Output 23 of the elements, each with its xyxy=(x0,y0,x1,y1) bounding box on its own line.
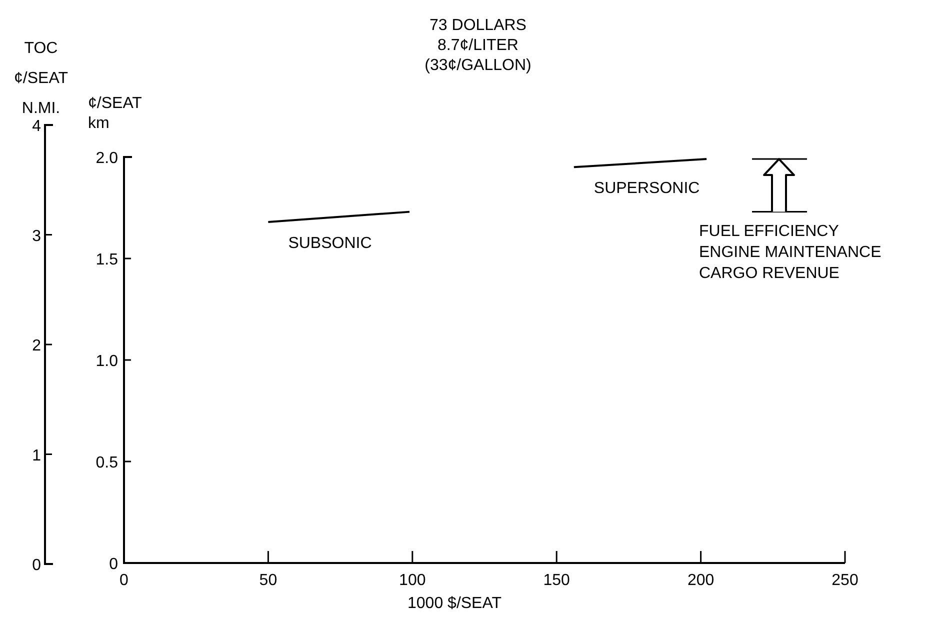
y-tick-label: 2.0 xyxy=(96,150,118,167)
x-tick-label: 250 xyxy=(832,572,858,589)
y-tick-label: 1.5 xyxy=(96,252,118,268)
x-tick-label: 150 xyxy=(543,572,570,589)
y2-tick-label: 3 xyxy=(32,228,42,245)
x-axis-title: 1000 $/SEAT xyxy=(408,595,502,612)
y-tick-label: 0 xyxy=(109,556,118,573)
x-tick-label: 50 xyxy=(259,572,278,589)
x-tick-label: 100 xyxy=(399,572,426,589)
annotation: FUEL EFFICIENCY ENGINE MAINTENANCE CARGO REVENUE xyxy=(699,222,882,282)
y2-axis-title: TOC ¢/SEAT N.MI. xyxy=(14,40,68,117)
series-label: SUBSONIC xyxy=(288,234,372,252)
series-label: SUPERSONIC xyxy=(594,180,700,198)
y-tick-label: 0.5 xyxy=(96,454,118,472)
y-axis-title: ¢/SEAT km xyxy=(88,95,142,132)
y2-tick-label: 0 xyxy=(32,557,42,574)
y2-tick-label: 4 xyxy=(32,118,42,135)
x-tick-label: 200 xyxy=(687,572,714,589)
chart-title: 73 DOLLARS 8.7¢/LITER (33¢/GALLON) xyxy=(424,17,532,74)
y2-tick-label: 1 xyxy=(32,447,42,464)
y2-tick-label: 2 xyxy=(32,338,42,354)
x-tick-label: 0 xyxy=(120,572,129,589)
y-tick-label: 1.0 xyxy=(96,353,118,370)
